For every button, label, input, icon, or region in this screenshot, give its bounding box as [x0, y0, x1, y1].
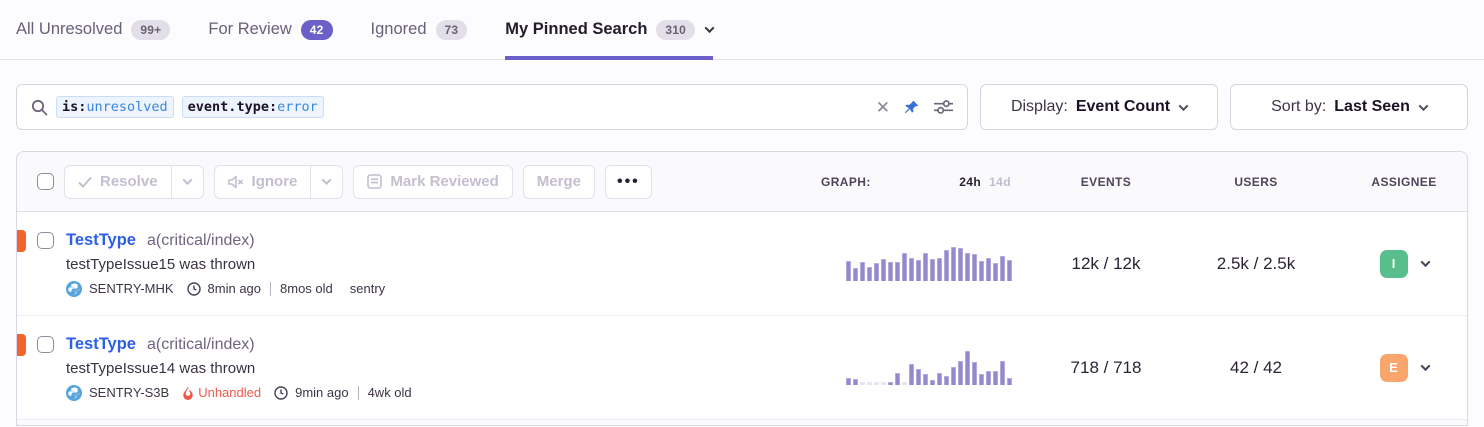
sort-value: Last Seen	[1334, 98, 1410, 115]
fire-icon	[182, 386, 194, 400]
ignore-button[interactable]: Ignore	[215, 166, 311, 198]
assignee-avatar[interactable]: I	[1379, 249, 1408, 278]
issue-title-link[interactable]: TestType	[66, 334, 136, 353]
display-dropdown[interactable]: Display: Event Count	[980, 84, 1218, 130]
select-all-checkbox[interactable]	[37, 173, 54, 190]
issue-culprit: a(critical/index)	[147, 231, 255, 249]
search-token-event-type-error[interactable]: event.type:error	[181, 96, 324, 118]
issue-culprit: a(critical/index)	[147, 335, 255, 353]
ignore-dropdown-button[interactable]	[310, 165, 342, 198]
error-level-indicator	[17, 333, 26, 356]
users-count: 42 / 42	[1230, 357, 1282, 377]
chevron-down-icon	[1418, 100, 1429, 111]
issue-row[interactable]: TestType a(critical/index) testTypeIssue…	[17, 316, 1467, 420]
assignee-column-header: ASSIGNEE	[1371, 174, 1437, 189]
tab-count-badge: 310	[656, 19, 696, 40]
issue-row[interactable]: TestType a(critical/index) testTypeIssue…	[17, 212, 1467, 316]
graph-range-14d[interactable]: 14d	[989, 174, 1011, 189]
issues-panel: Resolve Ignore Mark Reviewed Mer	[16, 151, 1468, 426]
saved-search-tabs: All Unresolved 99+ For Review 42 Ignored…	[0, 0, 1484, 60]
platform-icon	[66, 280, 82, 297]
next-row-partial	[17, 420, 1467, 425]
users-column-header: USERS	[1234, 174, 1278, 189]
clock-icon	[274, 385, 288, 400]
events-count: 718 / 718	[1070, 357, 1142, 377]
issue-age: 8mos old	[280, 281, 333, 296]
error-level-indicator	[17, 229, 26, 252]
sliders-icon[interactable]	[934, 99, 953, 115]
issue-short-id[interactable]: SENTRY-MHK	[89, 281, 174, 296]
tab-count-badge: 42	[300, 19, 333, 40]
tab-for-review[interactable]: For Review 42	[208, 0, 333, 59]
resolve-button-group: Resolve	[64, 164, 204, 199]
issue-message: testTypeIssue14 was thrown	[66, 359, 256, 377]
issue-annotation[interactable]: sentry	[349, 281, 386, 296]
tab-label: All Unresolved	[16, 20, 123, 38]
graph-range-24h[interactable]: 24h	[959, 174, 982, 189]
events-count: 12k / 12k	[1071, 253, 1141, 273]
check-icon	[78, 176, 92, 188]
tab-count-badge: 73	[435, 19, 468, 40]
merge-button[interactable]: Merge	[522, 164, 595, 199]
assignee-avatar[interactable]: E	[1379, 353, 1408, 382]
tab-ignored[interactable]: Ignored 73	[371, 0, 468, 59]
chevron-down-icon[interactable]	[704, 23, 715, 34]
search-input[interactable]: is:unresolved event.type:error ✕	[16, 84, 968, 130]
display-prefix: Display:	[1010, 98, 1068, 115]
mark-reviewed-icon	[367, 174, 383, 189]
tab-count-badge: 99+	[131, 19, 171, 40]
events-sparkline-chart	[846, 246, 1012, 281]
meta-divider	[270, 281, 272, 296]
display-value: Event Count	[1075, 98, 1171, 115]
search-actions: ✕	[876, 99, 953, 116]
unhandled-label: Unhandled	[198, 385, 262, 400]
resolve-button[interactable]: Resolve	[65, 166, 171, 198]
tab-label: Ignored	[370, 20, 427, 38]
row-checkbox[interactable]	[37, 231, 54, 249]
events-sparkline-chart	[846, 350, 1012, 385]
tab-label: My Pinned Search	[505, 20, 648, 38]
tab-all-unresolved[interactable]: All Unresolved 99+	[16, 0, 171, 59]
meta-divider	[357, 385, 359, 400]
mark-reviewed-button[interactable]: Mark Reviewed	[353, 164, 513, 199]
mute-icon	[227, 175, 244, 189]
issue-age: 4wk old	[367, 385, 412, 400]
ignore-button-group: Ignore	[213, 164, 344, 199]
pin-icon[interactable]	[904, 99, 920, 115]
bulk-actions-toolbar: Resolve Ignore Mark Reviewed Mer	[17, 164, 791, 199]
row-checkbox[interactable]	[37, 335, 54, 353]
assignee-dropdown-icon[interactable]	[1420, 361, 1430, 372]
chevron-down-icon	[1178, 100, 1189, 111]
sort-dropdown[interactable]: Sort by: Last Seen	[1230, 84, 1468, 130]
tab-label: For Review	[208, 20, 292, 38]
platform-icon	[66, 384, 82, 401]
issue-time-ago: 9min ago	[295, 385, 349, 400]
graph-column-header: GRAPH:	[821, 174, 871, 189]
issue-message: testTypeIssue15 was thrown	[66, 255, 256, 273]
sort-prefix: Sort by:	[1271, 98, 1327, 115]
assignee-dropdown-icon[interactable]	[1420, 257, 1430, 268]
tab-my-pinned-search[interactable]: My Pinned Search 310	[505, 0, 715, 60]
issue-short-id[interactable]: SENTRY-S3B	[89, 385, 170, 400]
search-icon	[31, 99, 48, 116]
filter-row: is:unresolved event.type:error ✕ Display…	[16, 84, 1468, 130]
issues-header: Resolve Ignore Mark Reviewed Mer	[17, 152, 1467, 212]
clock-icon	[186, 281, 201, 296]
issue-time-ago: 8min ago	[207, 281, 262, 296]
more-actions-button[interactable]: •••	[604, 164, 652, 199]
clear-search-icon[interactable]: ✕	[875, 97, 890, 117]
search-token-is-unresolved[interactable]: is:unresolved	[56, 96, 174, 118]
users-count: 2.5k / 2.5k	[1216, 253, 1296, 273]
issue-title-link[interactable]: TestType	[66, 230, 136, 249]
events-column-header: EVENTS	[1080, 174, 1132, 189]
resolve-dropdown-button[interactable]	[170, 165, 203, 198]
